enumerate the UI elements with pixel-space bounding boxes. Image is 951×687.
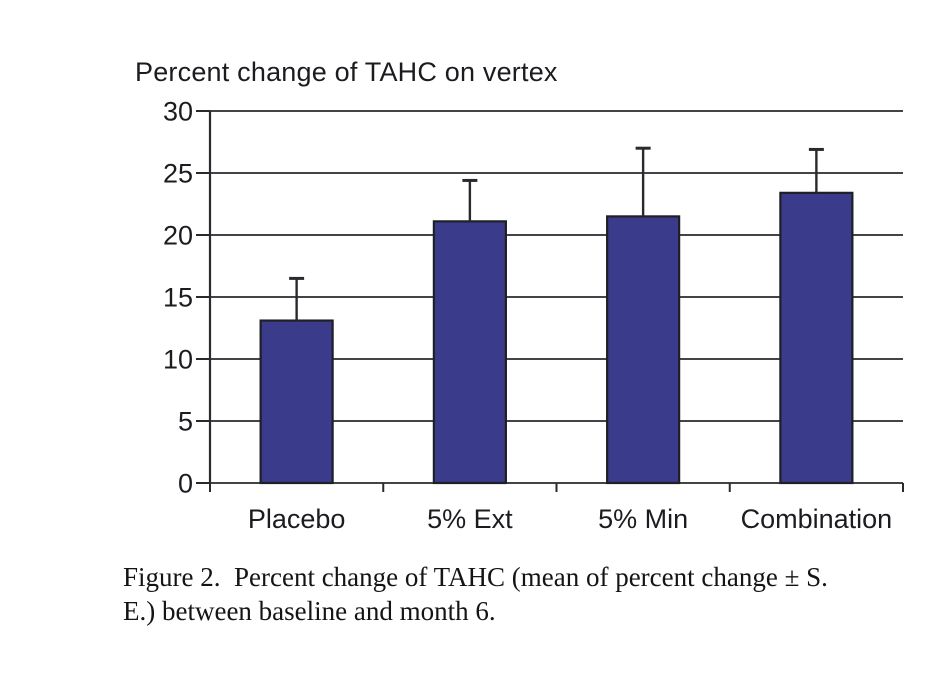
x-category-label-combination: Combination	[741, 504, 893, 534]
caption-line-2: E.) between baseline and month 6.	[123, 596, 496, 626]
figure-caption: Figure 2. Percent change of TAHC (mean o…	[123, 560, 828, 628]
bar-5-min	[606, 215, 681, 485]
x-category-label-5-ext: 5% Ext	[427, 504, 513, 534]
chart-title: Percent change of TAHC on vertex	[135, 57, 558, 87]
x-category-label-placebo: Placebo	[248, 504, 346, 534]
bar-5-ext	[432, 220, 507, 485]
y-tick-label-25: 25	[163, 159, 193, 189]
bar-combination	[779, 191, 854, 485]
y-tick-label-15: 15	[163, 283, 193, 313]
y-tick-label-5: 5	[178, 407, 193, 437]
caption-line-1: Figure 2. Percent change of TAHC (mean o…	[123, 562, 828, 592]
bar-placebo	[259, 319, 334, 485]
y-tick-label-30: 30	[163, 97, 193, 127]
bar-chart: 0 5 10 15 20 25 30 Placebo 5% Ext 5% Min Combinati…	[163, 97, 904, 534]
y-tick-label-0: 0	[178, 469, 193, 499]
x-category-label-5-min: 5% Min	[598, 504, 688, 534]
y-tick-label-20: 20	[163, 221, 193, 251]
y-tick-label-10: 10	[163, 345, 193, 375]
